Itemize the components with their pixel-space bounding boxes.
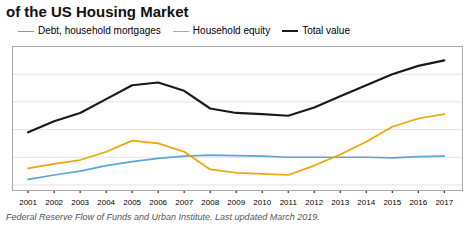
svg-text:2016: 2016 [409, 198, 427, 207]
svg-text:2013: 2013 [331, 198, 349, 207]
svg-text:2010: 2010 [253, 198, 271, 207]
html-text:of the US Housing Market: of the US Housing Market [6, 3, 189, 20]
svg-text:2004: 2004 [97, 198, 115, 207]
svg-text:2003: 2003 [71, 198, 89, 207]
svg-text:2002: 2002 [45, 198, 63, 207]
html-text:Total value: Total value [302, 25, 350, 36]
svg-text:2014: 2014 [357, 198, 375, 207]
svg-text:2005: 2005 [123, 198, 141, 207]
svg-text:2011: 2011 [280, 198, 298, 207]
svg-text:2001: 2001 [19, 198, 37, 207]
svg-text:2008: 2008 [201, 198, 219, 207]
svg-text:2012: 2012 [305, 198, 323, 207]
html-text:Household equity: Household equity [192, 25, 271, 36]
svg-text:2006: 2006 [149, 198, 167, 207]
svg-text:2017: 2017 [435, 198, 453, 207]
html-text:Debt, household mortgages: Debt, household mortgages [38, 25, 161, 36]
svg-text:2009: 2009 [227, 198, 245, 207]
html-text:Federal Reserve Flow of Funds: Federal Reserve Flow of Funds and Urban … [6, 212, 320, 222]
svg-text:2007: 2007 [175, 198, 193, 207]
svg-text:2015: 2015 [383, 198, 401, 207]
